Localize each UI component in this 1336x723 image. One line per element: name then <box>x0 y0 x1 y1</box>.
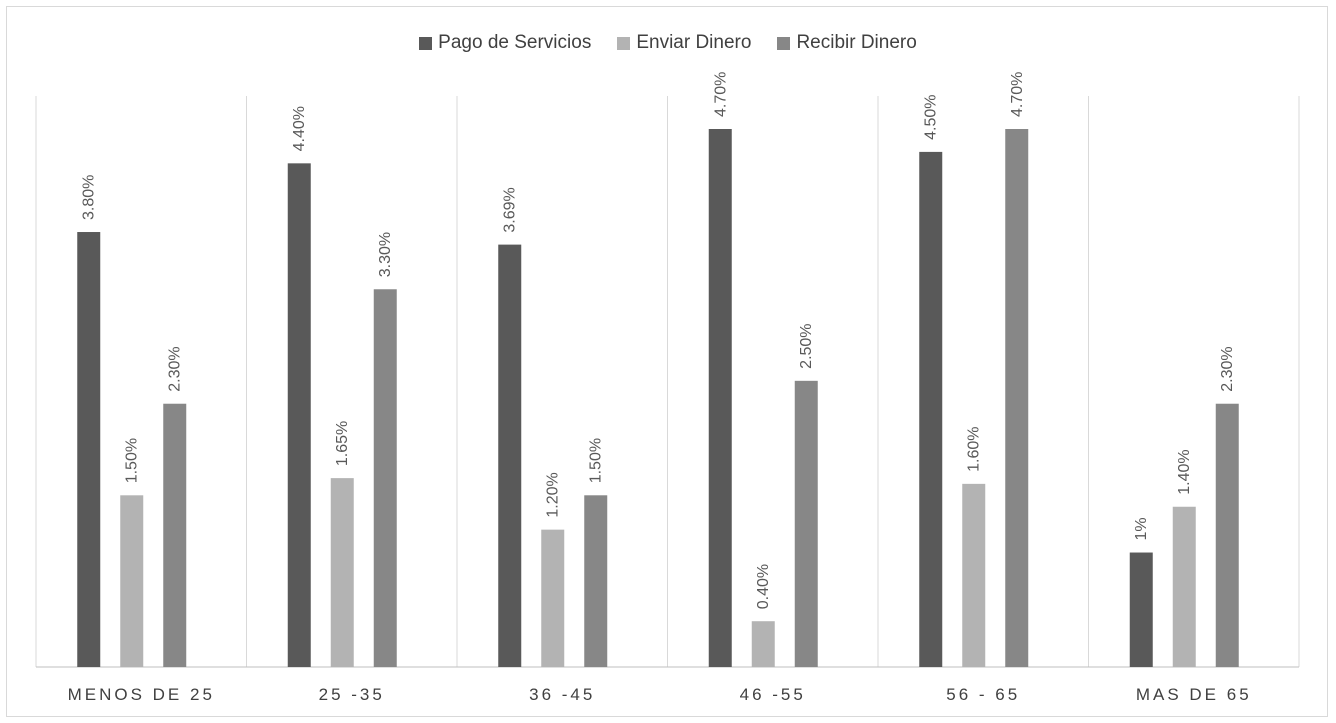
data-label-recibir-dinero-mas-de-65: 2.30% <box>1219 346 1236 391</box>
bar-enviar-dinero-25-35 <box>330 478 354 667</box>
bar-recibir-dinero-36-45 <box>584 495 608 667</box>
legend-swatch-recibir-dinero <box>777 36 791 50</box>
legend-item-pago-de-servicios: Pago de Servicios <box>419 32 591 54</box>
bar-recibir-dinero-mas-de-65 <box>1215 403 1239 667</box>
legend-item-recibir-dinero: Recibir Dinero <box>777 32 917 54</box>
data-label-pago-de-servicios-25-35: 4.40% <box>291 106 308 151</box>
bar-pago-de-servicios-56-65 <box>919 151 943 667</box>
data-label-pago-de-servicios-46-55: 4.70% <box>712 72 729 117</box>
data-label-recibir-dinero-56-65: 4.70% <box>1009 72 1026 117</box>
data-label-recibir-dinero-25-35: 3.30% <box>377 232 394 277</box>
legend: Pago de Servicios Enviar Dinero Recibir … <box>0 32 1336 54</box>
data-label-enviar-dinero-25-35: 1.65% <box>334 421 351 466</box>
bar-recibir-dinero-25-35 <box>373 289 397 667</box>
bar-enviar-dinero-mas-de-65 <box>1172 506 1196 667</box>
data-label-enviar-dinero-mas-de-65: 1.40% <box>1176 449 1193 494</box>
legend-label-enviar-dinero: Enviar Dinero <box>636 32 752 53</box>
bar-pago-de-servicios-mas-de-65 <box>1129 552 1153 667</box>
legend-swatch-pago-de-servicios <box>419 36 433 50</box>
data-label-enviar-dinero-46-55: 0.40% <box>755 564 772 609</box>
legend-swatch-enviar-dinero <box>617 36 631 50</box>
data-label-recibir-dinero-36-45: 1.50% <box>588 438 605 483</box>
bar-recibir-dinero-56-65 <box>1005 129 1029 667</box>
data-label-pago-de-servicios-36-45: 3.69% <box>502 187 519 232</box>
bar-enviar-dinero-56-65 <box>962 483 986 667</box>
bar-pago-de-servicios-46-55 <box>708 129 732 667</box>
data-label-enviar-dinero-menos-de-25: 1.50% <box>124 438 141 483</box>
bar-pago-de-servicios-menos-de-25 <box>77 232 101 667</box>
category-label-56-65: 56 - 65 <box>946 685 1020 704</box>
data-label-pago-de-servicios-mas-de-65: 1% <box>1133 517 1150 540</box>
category-label-25-35: 25 -35 <box>319 685 385 704</box>
bar-enviar-dinero-menos-de-25 <box>120 495 144 667</box>
bar-enviar-dinero-36-45 <box>541 529 565 667</box>
data-label-pago-de-servicios-menos-de-25: 3.80% <box>81 175 98 220</box>
bar-recibir-dinero-menos-de-25 <box>163 403 187 667</box>
bar-enviar-dinero-46-55 <box>751 621 775 667</box>
bar-pago-de-servicios-36-45 <box>498 244 522 667</box>
legend-label-pago-de-servicios: Pago de Servicios <box>438 32 592 53</box>
category-label-menos-de-25: MENOS DE 25 <box>68 685 215 704</box>
bar-pago-de-servicios-25-35 <box>287 163 311 667</box>
legend-label-recibir-dinero: Recibir Dinero <box>796 32 917 53</box>
category-label-46-55: 46 -55 <box>740 685 806 704</box>
data-label-pago-de-servicios-56-65: 4.50% <box>923 95 940 140</box>
category-label-36-45: 36 -45 <box>529 685 595 704</box>
category-label-mas-de-65: MAS DE 65 <box>1136 685 1252 704</box>
legend-item-enviar-dinero: Enviar Dinero <box>617 32 751 54</box>
data-label-enviar-dinero-56-65: 1.60% <box>966 426 983 471</box>
data-label-recibir-dinero-menos-de-25: 2.30% <box>167 346 184 391</box>
bar-recibir-dinero-46-55 <box>794 380 818 667</box>
data-label-enviar-dinero-36-45: 1.20% <box>545 472 562 517</box>
data-label-recibir-dinero-46-55: 2.50% <box>798 323 815 368</box>
